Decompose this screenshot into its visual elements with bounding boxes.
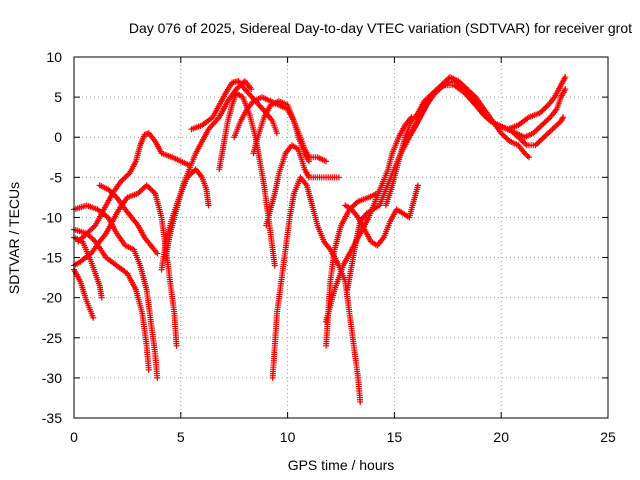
y-tick-label: -15 — [42, 250, 62, 266]
axis-ticks: 0 5 10 15 20 25 -35 -30 -25 -20 -15 -10 -5 0 5 10 — [42, 49, 616, 445]
x-tick-label: 0 — [70, 429, 78, 445]
data-point — [173, 342, 180, 349]
data-point — [98, 294, 105, 301]
y-tick-label: 10 — [46, 49, 62, 65]
grid — [74, 57, 608, 418]
series-arc-10 — [188, 78, 280, 137]
data-point — [273, 130, 280, 137]
data-point — [154, 250, 161, 257]
data-point — [248, 86, 255, 93]
series-arc-18 — [344, 74, 569, 293]
y-tick-label: 5 — [54, 89, 62, 105]
data-point — [560, 114, 567, 121]
x-tick-label: 15 — [387, 429, 403, 445]
y-tick-label: -25 — [42, 330, 62, 346]
data-point — [525, 154, 532, 161]
data-point — [562, 86, 569, 93]
series-arc-22 — [506, 114, 567, 149]
data-point — [271, 262, 278, 269]
y-axis-label: SDTVAR / TECUs — [6, 182, 22, 294]
data-point — [90, 314, 97, 321]
data-point — [154, 374, 161, 381]
y-tick-label: -5 — [50, 169, 63, 185]
data-points — [71, 74, 569, 405]
series-arc-3 — [71, 226, 152, 373]
data-point — [145, 366, 152, 373]
data-point — [414, 182, 421, 189]
y-tick-label: -10 — [42, 209, 62, 225]
y-tick-label: 0 — [54, 129, 62, 145]
data-point — [562, 74, 569, 81]
data-point — [205, 202, 212, 209]
chart-title: Day 076 of 2025, Sidereal Day-to-day VTE… — [129, 20, 632, 36]
x-axis-label: GPS time / hours — [288, 457, 395, 473]
x-tick-label: 25 — [600, 429, 616, 445]
data-point — [323, 158, 330, 165]
series-arc-9 — [162, 78, 255, 261]
x-tick-label: 10 — [280, 429, 296, 445]
series-arc-11 — [216, 90, 278, 269]
x-tick-label: 5 — [177, 429, 185, 445]
y-tick-label: -35 — [42, 410, 62, 426]
series-arc-13 — [250, 98, 330, 165]
series-arc-19 — [342, 182, 421, 249]
series-arc-21 — [402, 78, 569, 145]
data-point — [335, 174, 342, 181]
data-point — [357, 398, 364, 405]
plot-frame — [73, 56, 609, 419]
series-arc-7 — [75, 130, 193, 245]
series-arc-1 — [71, 266, 97, 321]
y-tick-label: -30 — [42, 370, 62, 386]
data-point — [559, 115, 566, 122]
series-arc-14 — [263, 142, 342, 229]
y-tick-label: -20 — [42, 290, 62, 306]
x-tick-label: 20 — [493, 429, 509, 445]
series-arc-15 — [269, 174, 364, 405]
series-arc-6 — [96, 182, 161, 257]
